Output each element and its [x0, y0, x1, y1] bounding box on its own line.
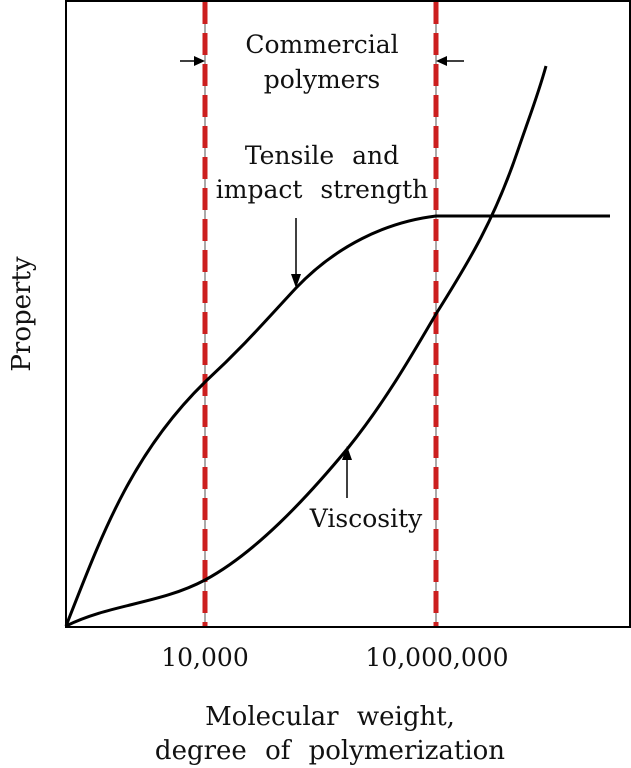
x-axis-label-line-1: Molecular weight, [205, 702, 455, 732]
region-label-line-1: Commercial [245, 30, 398, 59]
y-axis-label: Property [7, 256, 37, 371]
x-tick-label-10000: 10,000 [161, 643, 248, 672]
viscosity-pointer-head [342, 446, 352, 460]
series-label-viscosity: Viscosity [309, 504, 423, 533]
region-label-line-2: polymers [264, 65, 380, 94]
region-arrow-left-head [194, 56, 205, 66]
series-label-tensile-line-2: impact strength [216, 175, 428, 204]
x-tick-label-10000000: 10,000,000 [365, 643, 508, 672]
series-line-tensile-strength [64, 214, 610, 627]
tensile-pointer-head [291, 274, 301, 288]
region-arrow-right-head [436, 56, 447, 66]
series-label-tensile-line-1: Tensile and [245, 141, 399, 170]
x-axis-label-line-2: degree of polymerization [155, 736, 505, 766]
plot-frame [65, 0, 631, 628]
series-line-viscosity [65, 65, 548, 628]
